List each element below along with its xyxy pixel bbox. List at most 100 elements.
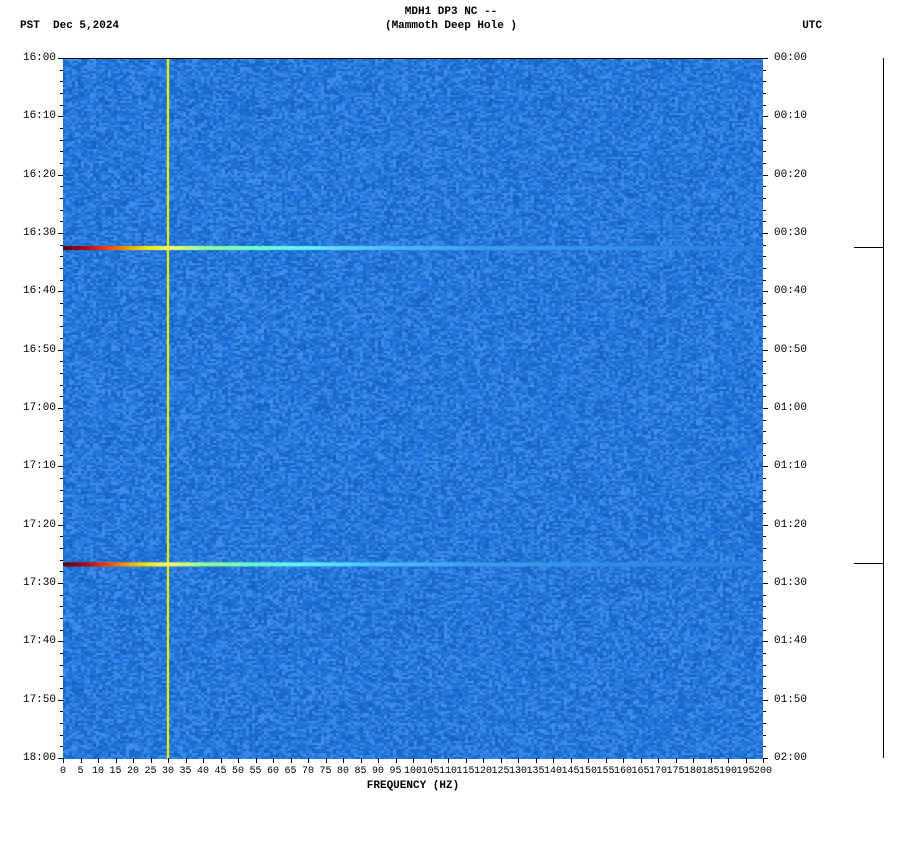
y-tick-left [60,315,63,316]
y-tick-left [58,233,63,234]
y-tick-left [60,653,63,654]
y-label-left: 17:20 [16,519,56,531]
y-tick-right [763,490,766,491]
y-tick-right [763,571,766,572]
x-label: 0 [60,766,66,777]
x-tick [431,758,432,763]
y-tick-left [60,373,63,374]
y-label-left: 16:20 [16,169,56,181]
y-tick-left [60,606,63,607]
y-tick-right [763,350,768,351]
x-label: 70 [302,766,314,777]
x-tick [501,758,502,763]
x-label: 20 [127,766,139,777]
y-tick-left [60,455,63,456]
y-label-left: 16:50 [16,344,56,356]
y-tick-left [60,326,63,327]
y-tick-right [763,466,768,467]
x-label: 5 [77,766,83,777]
y-tick-right [763,140,766,141]
x-tick [641,758,642,763]
y-tick-left [60,711,63,712]
y-label-left: 16:40 [16,285,56,297]
x-tick [763,758,764,763]
y-label-right: 00:20 [774,169,814,181]
x-label: 75 [319,766,331,777]
x-label: 115 [456,766,474,777]
y-tick-right [763,186,766,187]
y-tick-left [60,676,63,677]
x-tick [518,758,519,763]
y-tick-right [763,291,768,292]
y-tick-left [60,140,63,141]
y-label-right: 01:30 [774,577,814,589]
y-tick-left [60,256,63,257]
x-tick [291,758,292,763]
side-event-marker [854,563,884,564]
y-tick-right [763,396,766,397]
y-tick-right [763,81,766,82]
spectrogram-canvas [63,59,763,759]
y-tick-left [58,525,63,526]
y-tick-right [763,700,768,701]
y-tick-left [60,151,63,152]
y-label-right: 00:10 [774,110,814,122]
y-tick-left [60,385,63,386]
y-tick-left [60,548,63,549]
x-label: 120 [474,766,492,777]
x-label: 140 [544,766,562,777]
x-label: 90 [372,766,384,777]
y-label-left: 17:10 [16,460,56,472]
x-label: 85 [354,766,366,777]
y-tick-left [60,93,63,94]
y-tick-left [60,536,63,537]
y-tick-right [763,665,766,666]
y-tick-left [60,245,63,246]
y-tick-left [60,198,63,199]
y-tick-right [763,443,766,444]
y-tick-right [763,163,766,164]
y-label-right: 00:00 [774,52,814,64]
side-event-marker [854,247,884,248]
y-tick-right [763,338,766,339]
x-label: 165 [631,766,649,777]
y-tick-right [763,513,766,514]
y-tick-right [763,525,768,526]
y-tick-left [60,128,63,129]
x-tick [98,758,99,763]
x-tick [378,758,379,763]
y-tick-right [763,711,766,712]
x-label: 160 [614,766,632,777]
x-tick [728,758,729,763]
y-tick-right [763,618,766,619]
y-tick-right [763,326,766,327]
y-tick-left [60,560,63,561]
y-label-left: 17:50 [16,694,56,706]
y-tick-right [763,268,766,269]
y-tick-right [763,93,766,94]
x-tick [273,758,274,763]
x-tick [186,758,187,763]
y-tick-left [60,431,63,432]
y-label-right: 01:40 [774,635,814,647]
y-tick-right [763,420,766,421]
y-tick-left [60,396,63,397]
y-tick-right [763,280,766,281]
y-label-left: 17:00 [16,402,56,414]
y-tick-left [58,175,63,176]
x-tick [623,758,624,763]
x-tick [81,758,82,763]
y-tick-right [763,548,766,549]
y-tick-right [763,746,766,747]
x-label: 125 [491,766,509,777]
y-tick-left [60,478,63,479]
y-tick-right [763,641,768,642]
y-tick-left [58,291,63,292]
x-label: 95 [389,766,401,777]
x-tick [711,758,712,763]
y-tick-left [58,641,63,642]
y-tick-left [58,408,63,409]
y-tick-left [60,81,63,82]
y-tick-right [763,256,766,257]
x-label: 30 [162,766,174,777]
